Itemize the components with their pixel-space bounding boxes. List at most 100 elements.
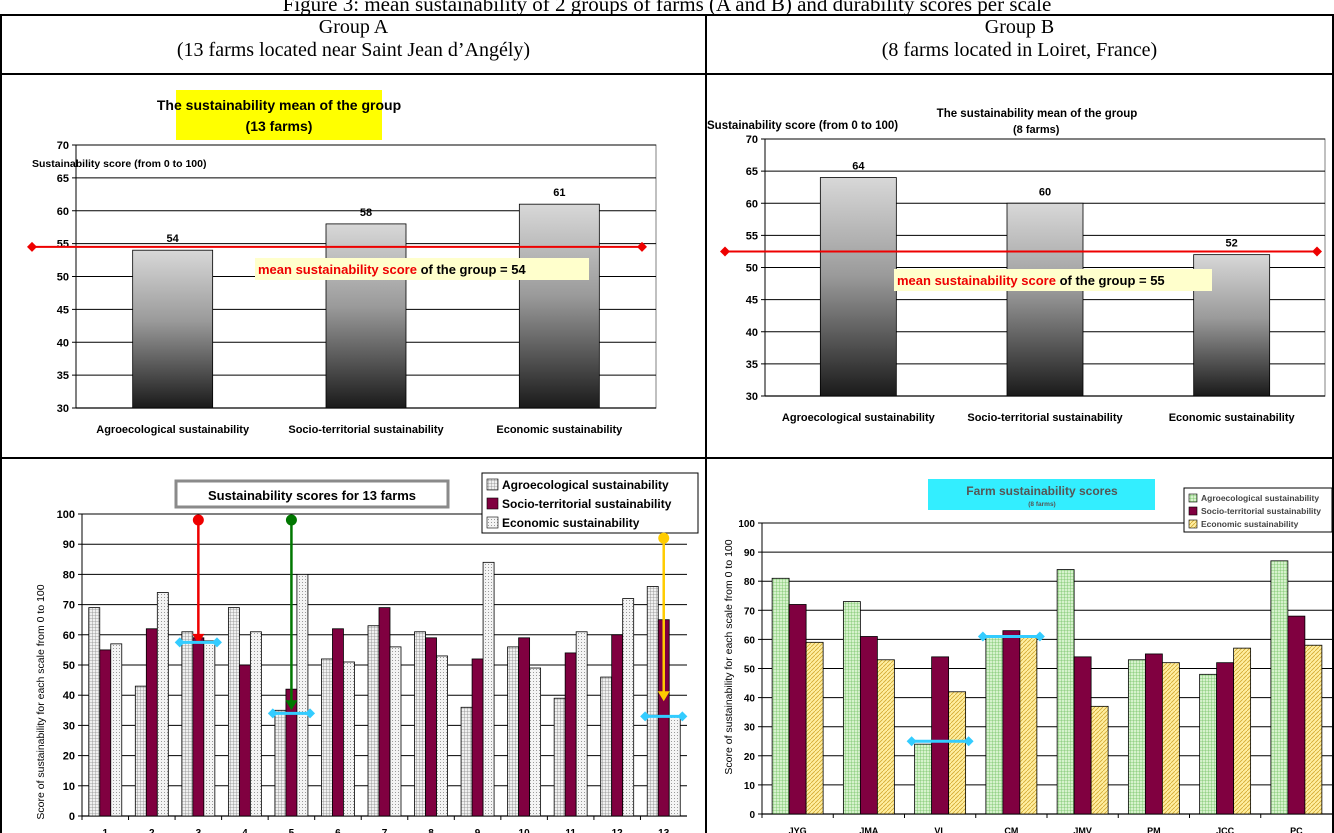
- bar: [1304, 644, 1323, 815]
- annotation-marker-end: [1034, 631, 1045, 642]
- bar: [948, 691, 967, 815]
- bar: [132, 249, 214, 409]
- y-tick-label: 60: [57, 206, 69, 218]
- data-label: 58: [360, 207, 372, 219]
- bar: [1144, 653, 1163, 815]
- bar: [859, 636, 878, 815]
- legend-swatch: [486, 497, 499, 510]
- annotation-marker-end: [305, 708, 316, 719]
- bar: [1199, 673, 1218, 815]
- bar: [1056, 569, 1075, 815]
- y-tick-label: 50: [746, 263, 758, 275]
- chart-title: Sustainability scores for 13 farms: [208, 488, 416, 503]
- y-tick-label: 30: [63, 720, 75, 732]
- legend-swatch: [1188, 493, 1198, 503]
- annotation-marker-end: [640, 711, 651, 722]
- annotation-arrow-head: [657, 691, 670, 702]
- x-tick-label: 4: [242, 828, 248, 833]
- bar: [1161, 662, 1180, 815]
- annotation-marker-end: [267, 708, 278, 719]
- x-tick-label: JCC: [1216, 826, 1235, 833]
- y-tick-label: 70: [57, 140, 69, 152]
- bar: [611, 634, 624, 817]
- y-axis-label: Score of sustainability for each scale f…: [723, 539, 735, 774]
- bar: [819, 177, 897, 397]
- bar: [321, 658, 333, 817]
- x-tick-label: 6: [335, 828, 341, 833]
- y-tick-label: 45: [746, 295, 758, 307]
- bar: [646, 586, 659, 817]
- bar: [914, 743, 933, 815]
- bar: [553, 697, 566, 817]
- bar: [367, 625, 380, 817]
- bar: [88, 607, 101, 817]
- bar: [842, 601, 861, 815]
- chart-group-b-mean: The sustainability mean of the group Sus…: [707, 108, 1326, 424]
- bar: [425, 637, 437, 817]
- mean-label-text: of the group = 54: [417, 262, 526, 277]
- bar: [460, 706, 473, 817]
- annotation-arrow-dot: [285, 514, 297, 526]
- legend-label: Socio-territorial sustainability: [1201, 506, 1321, 516]
- data-label: 64: [852, 161, 865, 173]
- bar: [771, 577, 790, 815]
- y-axis-label: Sustainability score (from 0 to 100): [32, 158, 206, 170]
- bar: [389, 646, 402, 817]
- y-tick-label: 80: [63, 569, 75, 581]
- bar: [134, 685, 147, 817]
- x-tick-label: 10: [519, 828, 531, 833]
- bar: [145, 628, 158, 817]
- bar: [1270, 560, 1289, 815]
- y-tick-label: 70: [746, 134, 758, 146]
- bar: [529, 667, 542, 817]
- x-tick-label: 8: [428, 828, 434, 833]
- group-b-title: Group B: [984, 16, 1055, 38]
- chart-title-box: [176, 90, 382, 140]
- y-tick-label: 30: [746, 391, 758, 403]
- x-tick-label: JMA: [859, 826, 879, 833]
- bar: [332, 628, 344, 817]
- bar: [110, 643, 123, 817]
- x-tick-label: 2: [149, 828, 155, 833]
- bar: [600, 676, 613, 817]
- bar: [181, 631, 194, 817]
- y-axis-label: Score of sustainability for each scale f…: [35, 584, 47, 819]
- data-label: 61: [553, 187, 565, 199]
- legend-label: Economic sustainability: [1201, 519, 1299, 529]
- x-tick-label: JYG: [789, 826, 807, 833]
- y-tick-label: 20: [744, 752, 756, 763]
- chart-group-b-farms: Farm sustainability scores (8 farms) Sco…: [723, 479, 1332, 833]
- bar: [325, 223, 407, 409]
- x-tick-label: Socio-territorial sustainability: [967, 412, 1123, 424]
- legend-box: [1183, 487, 1332, 533]
- y-tick-label: 65: [57, 173, 69, 185]
- y-tick-label: 50: [57, 272, 69, 284]
- legend-label: Socio-territorial sustainability: [502, 497, 672, 511]
- x-tick-label: Agroecological sustainability: [96, 424, 250, 436]
- y-tick-label: 60: [744, 635, 756, 646]
- bar: [788, 604, 807, 815]
- mean-line-marker: [1312, 246, 1322, 257]
- bar: [931, 656, 950, 815]
- x-tick-label: PM: [1147, 826, 1161, 833]
- y-tick-label: 50: [63, 660, 75, 672]
- table-column-divider: [705, 14, 707, 833]
- mean-label-box: [255, 258, 589, 280]
- x-tick-label: Agroecological sustainability: [782, 412, 936, 424]
- chart-title-box: [928, 479, 1155, 510]
- chart-subtitle: (8 farms): [1013, 124, 1060, 136]
- bar: [1090, 705, 1109, 815]
- mean-label-text: of the group = 55: [1056, 273, 1165, 288]
- chart-subtitle: (13 farms): [246, 118, 313, 134]
- y-tick-label: 40: [63, 690, 75, 702]
- bar: [1287, 615, 1306, 815]
- legend-swatch: [1188, 506, 1198, 516]
- bar: [1127, 659, 1146, 815]
- mean-label: mean sustainability score of the group =…: [897, 273, 1165, 288]
- mean-line-marker: [27, 241, 37, 252]
- y-tick-label: 10: [63, 781, 75, 793]
- mean-label-highlight: mean sustainability score: [258, 262, 417, 277]
- y-tick-label: 55: [57, 239, 69, 251]
- bar: [1002, 630, 1021, 815]
- bar: [1006, 202, 1084, 397]
